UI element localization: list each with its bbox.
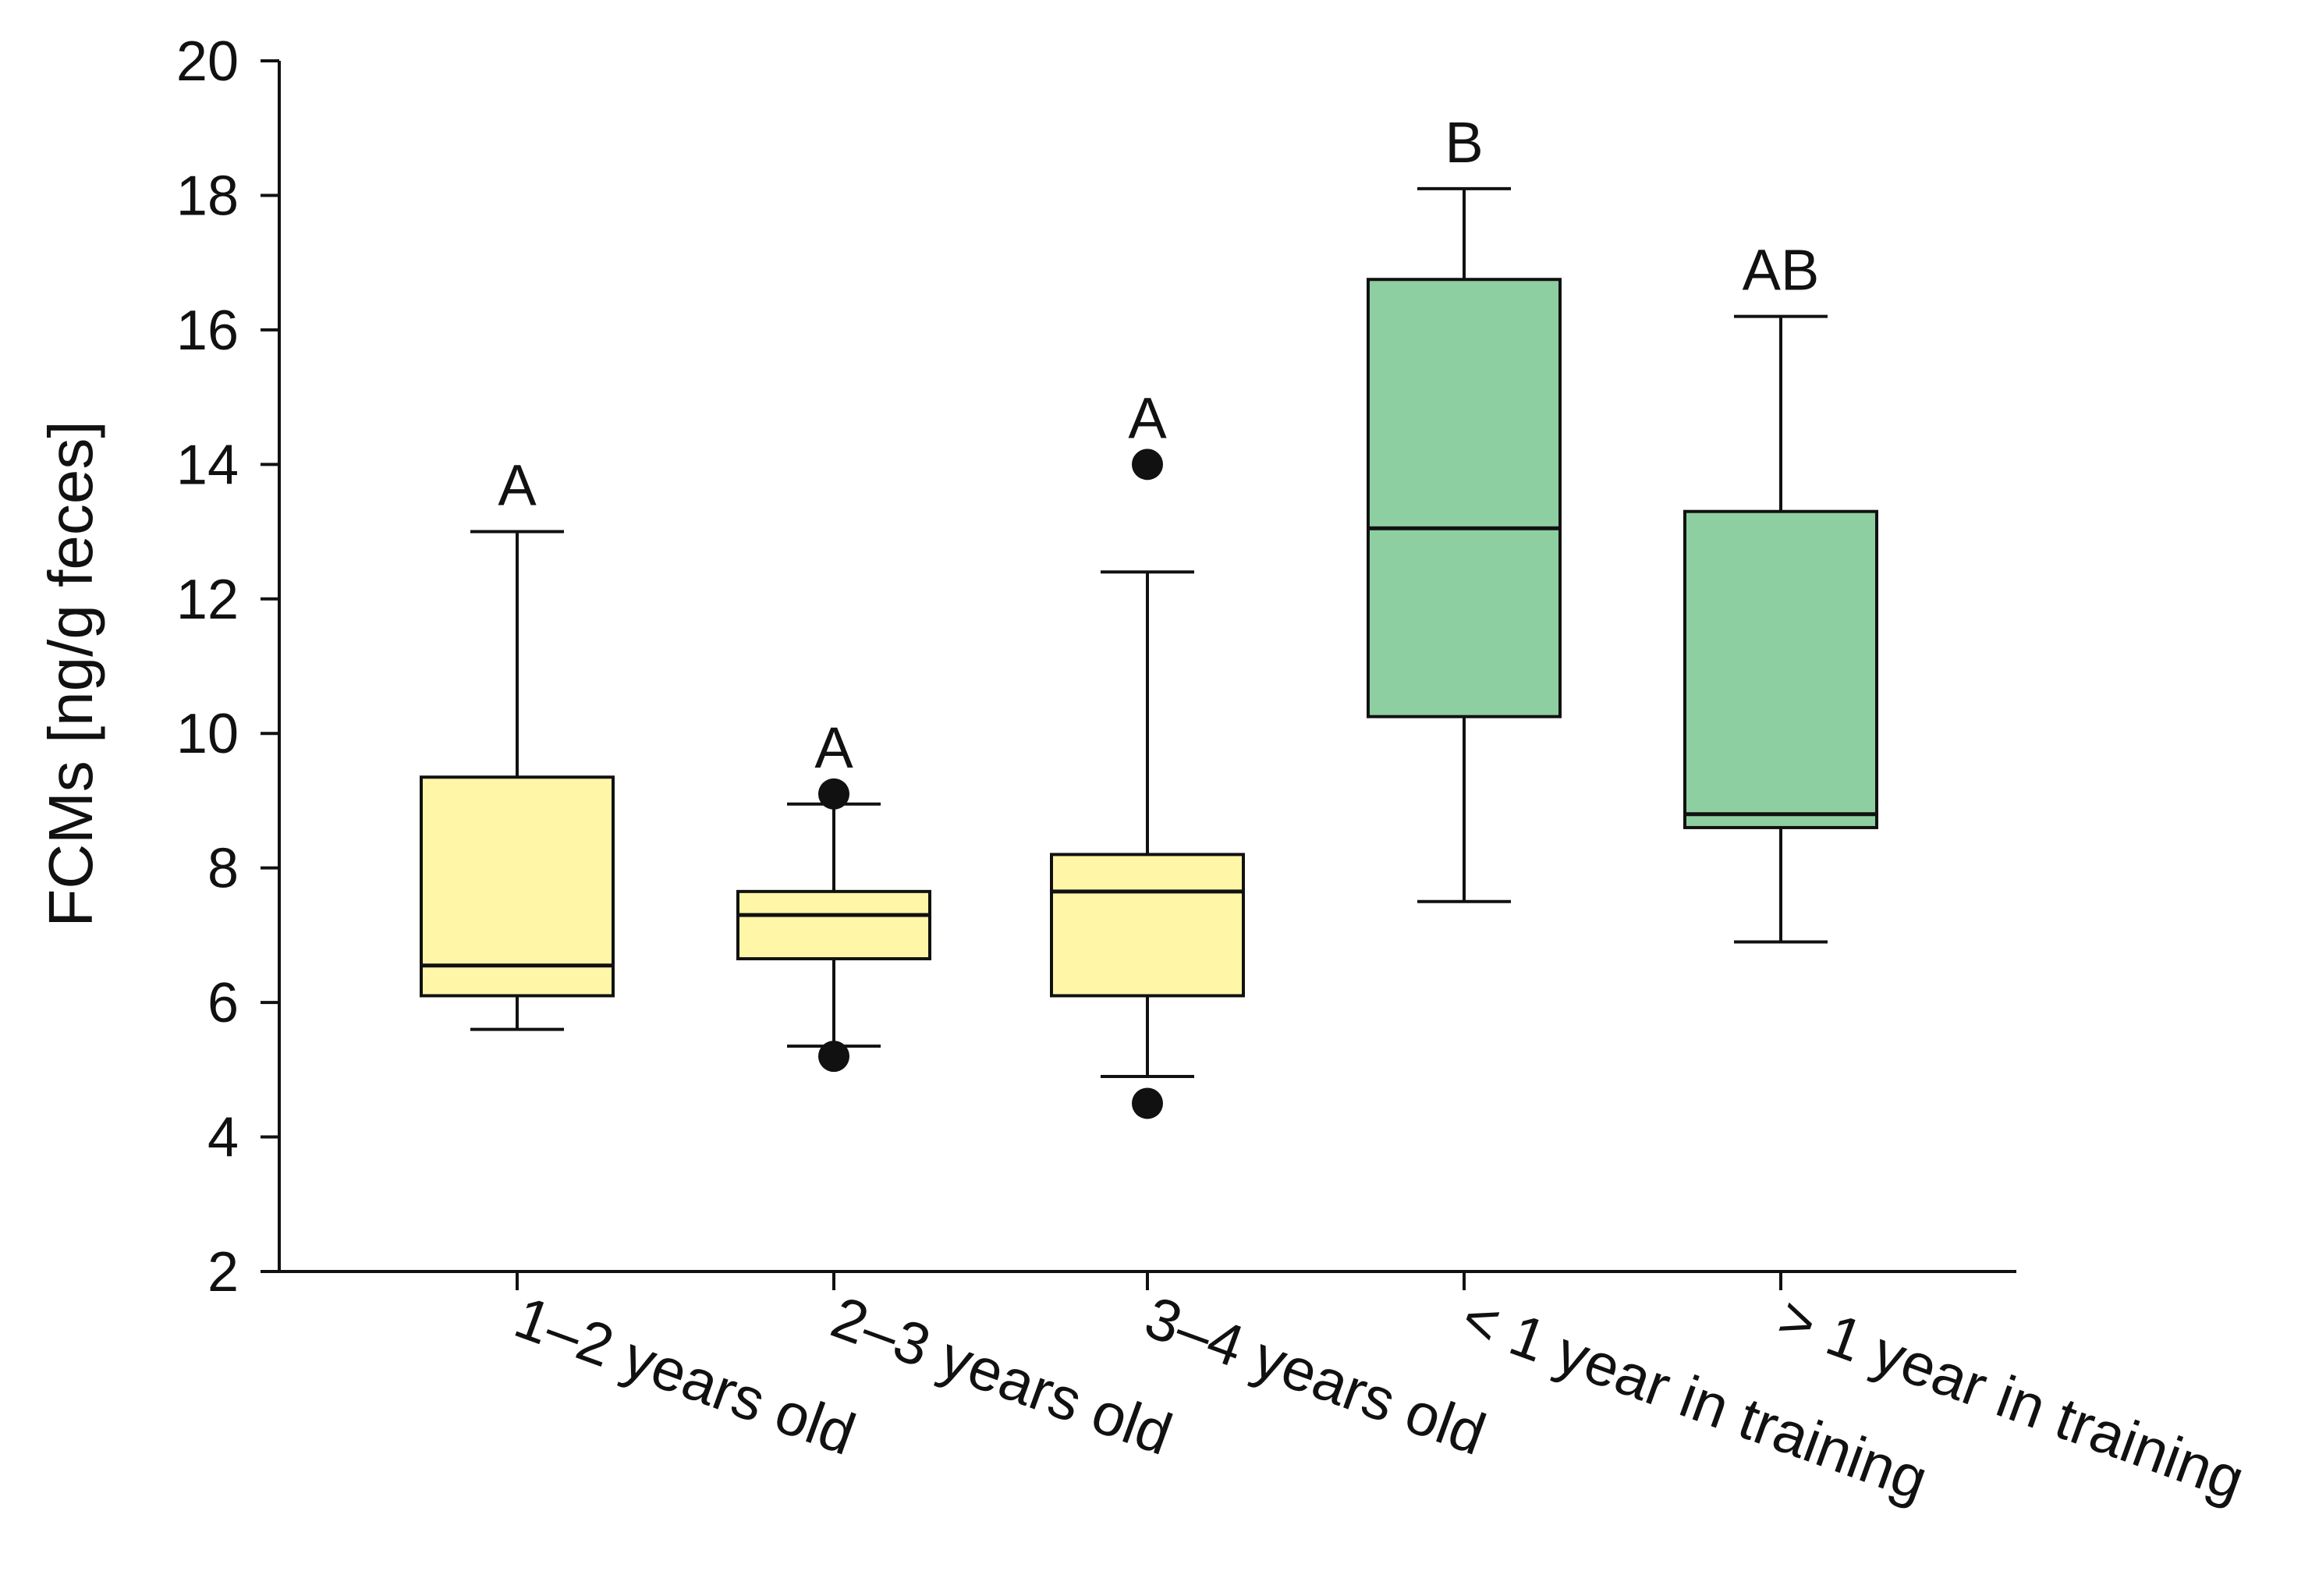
y-tick-label: 12 [176, 569, 239, 631]
y-tick-label: 4 [207, 1107, 239, 1169]
significance-letter: A [814, 715, 853, 780]
box-iqr [1367, 278, 1562, 718]
box-iqr [1683, 509, 1878, 829]
box-group: A [1050, 385, 1245, 1119]
outlier-point [818, 1041, 849, 1073]
box-iqr [420, 775, 615, 998]
outlier-point [1132, 1087, 1163, 1119]
box-group: A [736, 715, 931, 1073]
box-group: B [1367, 110, 1562, 903]
significance-letter: A [1128, 385, 1167, 450]
box-group: A [420, 453, 615, 1031]
y-axis-ticks: 2 4 6 8 10 12 14 16 18 20 [176, 30, 279, 1303]
y-tick-label: 6 [207, 972, 239, 1034]
y-tick-label: 20 [176, 30, 239, 93]
y-tick-label: 18 [176, 165, 239, 227]
box-iqr [1050, 853, 1245, 998]
y-tick-label: 14 [176, 434, 239, 496]
outlier-point [818, 778, 849, 810]
outlier-point [1132, 449, 1163, 481]
significance-letter: B [1445, 110, 1483, 175]
y-tick-label: 2 [207, 1241, 239, 1303]
box-group: AB [1683, 238, 1878, 944]
y-tick-label: 10 [176, 703, 239, 765]
y-axis-title: FCMs [ng/g feces] [36, 420, 105, 927]
box-iqr [736, 889, 931, 961]
y-tick-label: 8 [207, 838, 239, 900]
y-tick-label: 16 [176, 300, 239, 362]
significance-letter: A [498, 453, 537, 518]
significance-letter: AB [1743, 238, 1820, 303]
